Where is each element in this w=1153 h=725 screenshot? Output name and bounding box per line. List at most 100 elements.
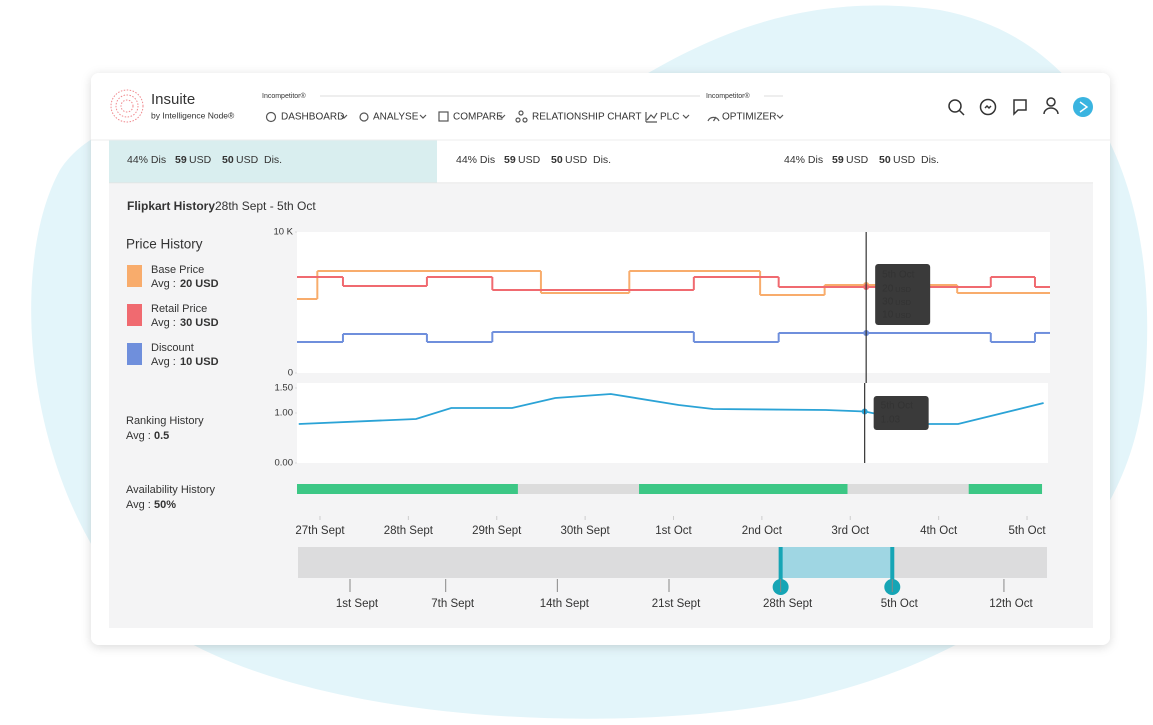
x-tick-label: 1st Sept: [336, 598, 379, 610]
discount: 44% Dis: [456, 154, 495, 166]
avg-value: 0.5: [154, 430, 169, 442]
content: Insuite by Intelligence Node® Incompetitor…: [126, 91, 1050, 610]
plot-area: [297, 232, 1050, 373]
history-range: 28th Sept - 5th Oct: [215, 199, 316, 213]
selected-cell: [109, 140, 437, 183]
legend-avg-label: Avg :: [151, 278, 176, 290]
discount: 44% Dis: [784, 154, 823, 166]
nav-item[interactable]: DASHBOARD: [281, 112, 344, 123]
price-unit: USD: [518, 154, 541, 166]
x-tick-label: 5th Oct: [1008, 525, 1046, 537]
availability-segment: [517, 484, 640, 494]
x-tick-label: 3rd Oct: [831, 525, 870, 537]
x-tick-label: 7th Sept: [431, 598, 475, 610]
discount-suffix: Dis.: [264, 154, 282, 166]
tooltip-value: 10: [882, 310, 894, 321]
discount-suffix: Dis.: [921, 154, 939, 166]
legend-name: Retail Price: [151, 303, 207, 315]
discount-unit: USD: [236, 154, 259, 166]
y-tick-label: 1.50: [275, 383, 294, 394]
avg-value: 50%: [154, 499, 176, 511]
tooltip: [873, 396, 929, 430]
legend-avg: 30 USD: [180, 317, 219, 329]
nav-item[interactable]: OPTIMIZER: [722, 112, 776, 123]
discount-unit: USD: [565, 154, 588, 166]
tooltip-title: 5th Oct: [881, 401, 913, 412]
nav-item[interactable]: COMPARE: [453, 112, 503, 123]
y-tick-label: 10 K: [273, 227, 293, 238]
discount-suffix: Dis.: [593, 154, 611, 166]
legend-swatch: [127, 304, 142, 326]
x-tick-label: 5th Oct: [881, 598, 919, 610]
discount-price: 50: [879, 154, 891, 166]
y-tick-label: 1.00: [275, 408, 294, 419]
tooltip-unit: USD: [895, 311, 911, 320]
play-icon: [1079, 101, 1089, 113]
discount: 44% Dis: [127, 154, 166, 166]
nav-item[interactable]: ANALYSE: [373, 112, 419, 123]
logo-mark: [110, 89, 144, 123]
x-tick-label: 21st Sept: [652, 598, 701, 610]
chart-title: Ranking History: [126, 415, 204, 427]
legend-avg-label: Avg :: [151, 356, 176, 368]
legend-name: Discount: [151, 342, 194, 354]
discount-price: 50: [551, 154, 563, 166]
legend-avg-label: Avg :: [151, 317, 176, 329]
chart-title: Availability History: [126, 484, 216, 496]
discount-unit: USD: [893, 154, 916, 166]
price: 59: [175, 154, 187, 166]
tooltip-title: 5th Oct: [882, 270, 914, 281]
tooltip-unit: USD: [895, 298, 911, 307]
history-title: Flipkart History: [127, 199, 215, 213]
y-tick-label: 0.00: [275, 458, 294, 469]
x-tick-label: 1st Oct: [655, 525, 692, 537]
legend-avg: 20 USD: [180, 278, 219, 290]
price: 59: [504, 154, 516, 166]
header-bar: [91, 73, 1110, 140]
price-unit: USD: [189, 154, 212, 166]
group-label: Incompetitor®: [262, 92, 307, 100]
x-tick-label: 30th Sept: [561, 525, 611, 537]
navigator-track: [298, 547, 1047, 578]
navigator-selection: [780, 547, 893, 578]
tooltip: [875, 264, 931, 325]
avg-label: Avg :: [126, 430, 151, 442]
x-tick-label: 4th Oct: [920, 525, 958, 537]
y-tick-label: 0: [288, 368, 293, 379]
toolbar-icons[interactable]: [948, 97, 1059, 116]
plot-area: [297, 383, 1048, 463]
tooltip-value: 1.03: [881, 415, 901, 426]
price-unit: USD: [846, 154, 869, 166]
x-tick-label: 2nd Oct: [742, 525, 783, 537]
logo-text: Insuite: [151, 91, 195, 108]
x-tick-label: 12th Oct: [989, 598, 1033, 610]
tooltip-value: 30: [882, 297, 894, 308]
availability-segment: [968, 484, 1043, 494]
tooltip-value: 20: [882, 284, 894, 295]
nav-icons: [265, 110, 784, 123]
nav-item[interactable]: RELATIONSHIP CHART: [532, 112, 641, 123]
x-tick-label: 29th Sept: [472, 525, 522, 537]
chart-title: Price History: [126, 237, 203, 252]
availability-segment: [297, 484, 518, 494]
x-tick-label: 14th Sept: [540, 598, 590, 610]
avg-label: Avg :: [126, 499, 151, 511]
nav-item[interactable]: PLC: [660, 112, 679, 123]
x-tick-label: 28th Sept: [763, 598, 813, 610]
legend-avg: 10 USD: [180, 356, 219, 368]
availability-segment: [639, 484, 848, 494]
discount-price: 50: [222, 154, 234, 166]
group-label: Incompetitor®: [706, 92, 751, 100]
logo-sub: by Intelligence Node®: [151, 110, 235, 120]
legend-swatch: [127, 265, 142, 287]
x-tick-label: 28th Sept: [384, 525, 434, 537]
legend-name: Base Price: [151, 264, 204, 276]
tooltip-unit: USD: [895, 285, 911, 294]
availability-segment: [847, 484, 969, 494]
play-button[interactable]: [1073, 97, 1093, 117]
legend-swatch: [127, 343, 142, 365]
x-tick-label: 27th Sept: [295, 525, 345, 537]
price: 59: [832, 154, 844, 166]
